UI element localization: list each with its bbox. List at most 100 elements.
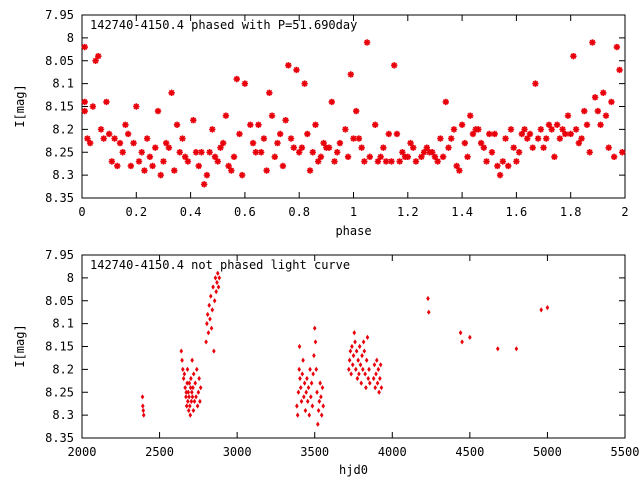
data-point <box>360 353 364 359</box>
x-axis-label: phase <box>335 224 371 238</box>
y-tick-label: 8.15 <box>45 340 74 354</box>
data-point <box>103 98 110 106</box>
data-point <box>362 348 367 354</box>
data-point <box>325 144 333 151</box>
x-tick-label: 2500 <box>145 445 174 459</box>
data-point <box>179 348 184 354</box>
data-point <box>182 371 187 377</box>
data-point <box>602 112 610 119</box>
data-point <box>309 394 313 400</box>
data-point <box>81 98 88 106</box>
data-point <box>494 162 501 170</box>
data-point <box>305 375 309 382</box>
data-point <box>600 89 607 96</box>
data-point <box>197 375 201 382</box>
data-point <box>215 270 220 276</box>
data-point <box>605 144 612 151</box>
data-point <box>373 385 378 391</box>
data-point <box>488 149 496 156</box>
data-point <box>297 366 301 372</box>
data-point <box>205 321 209 327</box>
data-point <box>336 139 344 147</box>
data-point <box>181 375 186 382</box>
data-point <box>351 353 356 359</box>
y-tick-label: 8 <box>67 271 74 285</box>
data-point <box>181 153 189 161</box>
data-point <box>141 403 145 409</box>
data-point <box>296 149 303 156</box>
data-point <box>188 403 192 409</box>
data-point <box>445 144 452 151</box>
data-point <box>316 421 320 427</box>
data-point <box>173 121 181 128</box>
data-point <box>191 385 195 391</box>
data-point <box>290 144 297 151</box>
data-point <box>420 149 428 156</box>
data-point <box>219 139 227 147</box>
data-point <box>613 43 621 51</box>
data-point <box>545 121 553 128</box>
data-point <box>225 162 232 170</box>
data-point <box>350 362 355 368</box>
data-point <box>507 126 515 133</box>
data-point <box>135 158 143 165</box>
data-point <box>282 117 289 124</box>
data-point <box>321 403 326 409</box>
data-point <box>439 153 447 161</box>
data-point <box>185 380 189 386</box>
data-point <box>377 153 384 161</box>
data-point <box>208 293 213 299</box>
data-point <box>296 389 301 395</box>
y-tick-label: 8.25 <box>45 385 74 399</box>
x-tick-label: 1.6 <box>506 205 528 219</box>
data-point <box>263 167 270 174</box>
data-point <box>133 103 140 110</box>
x-tick-label: 3500 <box>300 445 329 459</box>
data-point <box>586 149 593 156</box>
data-point <box>189 398 194 404</box>
data-point <box>108 158 116 165</box>
data-point <box>502 135 509 142</box>
data-point <box>475 126 482 133</box>
chart-title: 142740-4150.4 phased with P=51.690day <box>90 18 357 32</box>
data-point <box>374 371 378 377</box>
data-point <box>216 284 221 290</box>
data-point <box>141 167 148 174</box>
data-point <box>212 298 217 304</box>
data-point <box>194 394 198 400</box>
data-point <box>309 149 316 156</box>
data-point <box>310 403 315 409</box>
data-point <box>300 371 305 377</box>
data-point <box>367 380 372 386</box>
data-point <box>562 130 569 138</box>
y-tick-label: 8.35 <box>45 431 74 445</box>
data-point <box>198 398 202 404</box>
x-tick-label: 1.2 <box>397 205 419 219</box>
data-point <box>214 289 218 295</box>
x-tick-label: 0.2 <box>125 205 147 219</box>
data-point <box>551 153 558 161</box>
data-point <box>303 407 308 414</box>
data-point <box>295 412 300 418</box>
data-point <box>559 126 566 133</box>
data-point <box>312 325 317 331</box>
data-point <box>514 346 519 352</box>
data-point <box>331 158 338 165</box>
data-point <box>287 135 295 142</box>
data-point <box>477 139 485 147</box>
y-tick-label: 8.05 <box>45 54 74 68</box>
y-tick-label: 7.95 <box>45 8 74 22</box>
data-point <box>450 126 458 133</box>
data-point <box>591 94 599 101</box>
data-point <box>319 412 324 418</box>
data-point <box>215 279 219 286</box>
data-point <box>203 171 211 179</box>
data-point <box>364 385 368 391</box>
data-point <box>198 385 203 391</box>
data-point <box>143 135 151 142</box>
data-point <box>374 357 379 363</box>
data-point <box>184 394 188 400</box>
data-point <box>188 412 193 418</box>
data-point <box>271 153 278 161</box>
data-point <box>319 394 323 400</box>
